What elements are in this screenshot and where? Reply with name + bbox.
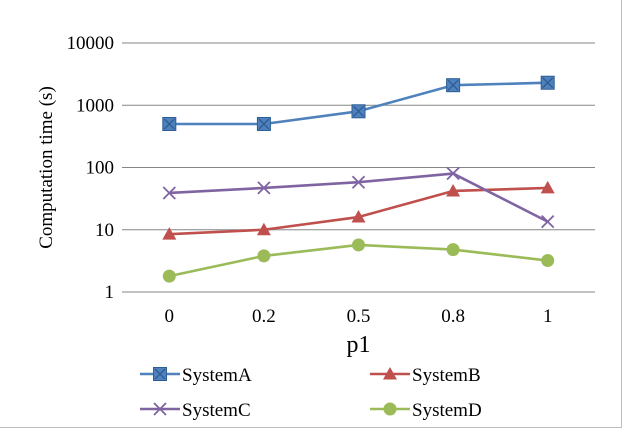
y-tick-labels: 1 10 100 1000 10000 (67, 33, 115, 303)
data-point (352, 105, 365, 118)
data-point (542, 216, 554, 228)
legend-item: SystemB (370, 365, 481, 386)
y-tick-label: 1 (105, 282, 115, 303)
data-point (541, 254, 554, 267)
legend-item: SystemD (370, 400, 482, 421)
legend-label: SystemB (412, 365, 481, 386)
legend-label: SystemA (182, 365, 252, 386)
x-tick-label: 1 (543, 306, 553, 327)
x-tick-label: 0.8 (441, 306, 465, 327)
y-tick-label: 1000 (76, 95, 114, 116)
series-lines (162, 76, 554, 282)
legend: SystemA SystemB SystemC SystemD (140, 365, 482, 421)
data-point (163, 117, 176, 130)
data-point (257, 249, 270, 262)
data-point (447, 243, 460, 256)
series-SystemD (163, 238, 554, 282)
y-tick-label: 100 (86, 158, 115, 179)
legend-marker (384, 403, 397, 416)
legend-item: SystemA (140, 365, 252, 386)
x-tick-label: 0.5 (347, 306, 371, 327)
y-axis-title: Computation time (s) (36, 86, 57, 249)
y-tick-label: 10 (95, 220, 114, 241)
legend-item: SystemC (140, 400, 251, 421)
data-point (257, 117, 270, 130)
x-axis-title: p1 (347, 332, 371, 358)
legend-label: SystemC (182, 400, 251, 421)
legend-marker (154, 368, 167, 381)
data-point (541, 76, 554, 89)
series-SystemA (163, 76, 554, 130)
legend-label: SystemD (412, 400, 482, 421)
x-tick-label: 0 (165, 306, 175, 327)
data-point (352, 238, 365, 251)
x-tick-labels: 0 0.2 0.5 0.8 1 (165, 306, 553, 327)
data-point (447, 79, 460, 92)
x-tick-label: 0.2 (252, 306, 276, 327)
gridlines (122, 43, 595, 292)
data-point (163, 270, 176, 283)
y-tick-label: 10000 (67, 33, 115, 54)
